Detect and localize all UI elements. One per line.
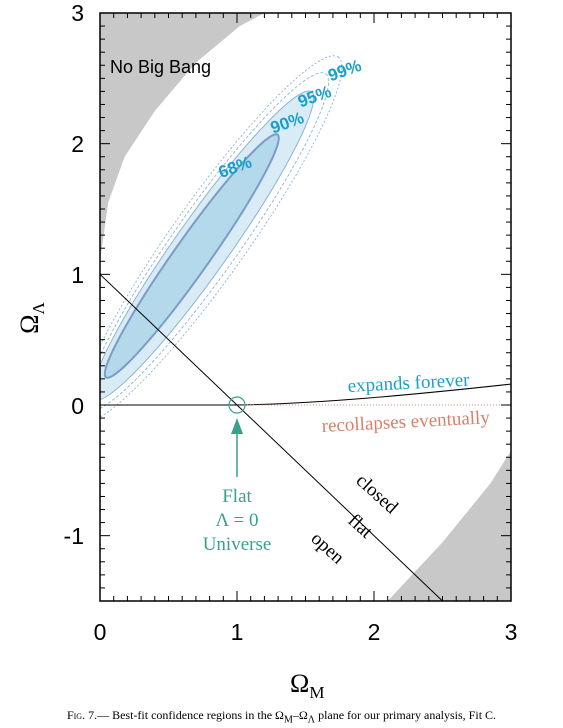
x-axis-tick-labels: 0 1 2 3 (94, 619, 518, 645)
no-big-bang-label: No Big Bang (110, 57, 211, 77)
y-tick-label: 3 (71, 0, 84, 26)
omega-plane-chart: 0 1 2 3 3 2 1 0 -1 ΩM ΩΛ No Big Bang 99%… (15, 0, 518, 700)
x-tick-label: 1 (231, 619, 244, 645)
flat-universe-label-line3: Universe (203, 534, 272, 555)
shaded-corner-region (387, 450, 511, 601)
contour-label-95: 95% (295, 82, 333, 111)
y-axis-tick-labels: 3 2 1 0 -1 (64, 0, 84, 549)
figure-caption: Fig. 7.— Best-fit confidence regions in … (66, 708, 497, 726)
flat-universe-label-line2: Λ = 0 (215, 510, 258, 531)
flat-universe-label-line1: Flat (222, 486, 252, 507)
open-label: open (307, 528, 349, 569)
flat-universe-arrow-head (231, 418, 243, 434)
x-tick-label: 3 (505, 619, 518, 645)
x-axis-label: ΩM (290, 669, 324, 700)
flat-lambda0-marker (228, 396, 246, 414)
x-tick-label: 0 (94, 619, 107, 645)
y-tick-label: 0 (71, 393, 84, 419)
expands-forever-label: expands forever (347, 370, 470, 397)
contour-label-99: 99% (325, 56, 363, 85)
no-big-bang-region (100, 13, 265, 262)
contour-99 (100, 55, 343, 423)
y-tick-label: 2 (71, 131, 84, 157)
flat-universe-line (100, 273, 443, 601)
y-tick-label: 1 (71, 262, 84, 288)
flat-label: flat (344, 510, 377, 543)
recollapses-eventually-label: recollapses eventually (321, 407, 491, 437)
contour-68 (103, 133, 280, 379)
y-tick-label: -1 (64, 523, 84, 549)
x-tick-label: 2 (368, 619, 381, 645)
y-axis-label: ΩΛ (15, 302, 48, 334)
axis-ticks (99, 12, 512, 602)
contour-95 (100, 72, 329, 412)
